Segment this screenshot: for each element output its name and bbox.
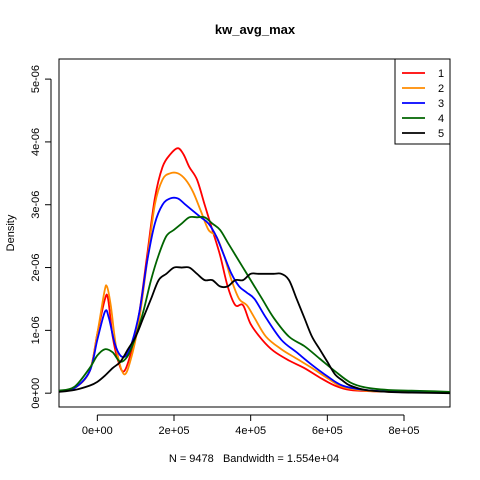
x-axis: 0e+00 2e+05 4e+05 6e+05 8e+05 [82, 414, 420, 437]
x-tick-label: 0e+00 [82, 425, 113, 437]
series-line-2 [59, 171, 450, 394]
legend-label: 3 [438, 98, 444, 110]
x-tick-label: 6e+05 [312, 425, 343, 437]
plot-frame [58, 58, 451, 408]
y-tick-label: 0e+00 [30, 378, 42, 409]
x-axis-label: N = 9478 Bandwidth = 1.554e+04 [169, 453, 339, 465]
legend-label: 4 [438, 113, 444, 125]
x-tick-label: 4e+05 [235, 425, 266, 437]
legend: 1 2 3 4 5 [394, 58, 451, 145]
y-tick-label: 4e-06 [30, 128, 42, 156]
series-line-5 [59, 266, 450, 395]
y-tick-label: 5e-06 [30, 65, 42, 93]
series-line-4 [59, 215, 450, 393]
y-tick-label: 2e-06 [30, 253, 42, 281]
chart-title: kw_avg_max [215, 22, 296, 37]
legend-label: 5 [438, 128, 444, 140]
series-lines [59, 147, 450, 395]
legend-label: 1 [438, 68, 444, 80]
y-tick-label: 1e-06 [30, 316, 42, 344]
x-tick-label: 8e+05 [389, 425, 420, 437]
x-tick-label: 2e+05 [159, 425, 190, 437]
y-axis-label: Density [5, 214, 17, 251]
legend-label: 2 [438, 83, 444, 95]
y-axis: 0e+00 1e-06 2e-06 3e-06 4e-06 5e-06 [30, 65, 52, 409]
y-tick-label: 3e-06 [30, 191, 42, 219]
series-line-3 [59, 196, 450, 394]
